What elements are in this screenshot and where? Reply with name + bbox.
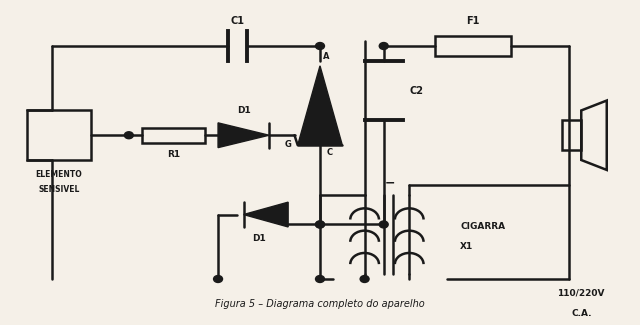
Bar — [141, 128, 205, 143]
Polygon shape — [298, 66, 342, 145]
Text: CIGARRA: CIGARRA — [460, 222, 506, 231]
Text: F1: F1 — [467, 16, 479, 26]
Text: G: G — [284, 140, 291, 149]
Circle shape — [316, 221, 324, 228]
Circle shape — [124, 132, 133, 139]
Text: Figura 5 – Diagrama completo do aparelho: Figura 5 – Diagrama completo do aparelho — [215, 299, 425, 309]
Circle shape — [380, 221, 388, 228]
Text: C.A.: C.A. — [571, 309, 591, 318]
Circle shape — [316, 43, 324, 49]
Text: ELEMENTO: ELEMENTO — [35, 170, 82, 179]
Text: X1: X1 — [460, 242, 474, 251]
Text: C1: C1 — [230, 16, 244, 26]
Text: 110/220V: 110/220V — [557, 289, 605, 298]
Circle shape — [214, 276, 223, 282]
Text: C2: C2 — [409, 85, 423, 96]
Circle shape — [360, 276, 369, 282]
Circle shape — [316, 276, 324, 282]
Polygon shape — [218, 123, 269, 148]
Text: R1: R1 — [167, 150, 180, 159]
Bar — [562, 120, 581, 150]
Bar — [435, 36, 511, 56]
Text: SENSIVEL: SENSIVEL — [38, 185, 79, 194]
Bar — [27, 111, 91, 160]
Text: −: − — [385, 177, 396, 190]
Polygon shape — [244, 202, 288, 227]
Circle shape — [316, 221, 324, 228]
Text: A: A — [323, 52, 330, 61]
Text: C: C — [326, 148, 333, 157]
Text: D1: D1 — [253, 234, 266, 243]
Text: D1: D1 — [237, 106, 250, 115]
Circle shape — [380, 43, 388, 49]
